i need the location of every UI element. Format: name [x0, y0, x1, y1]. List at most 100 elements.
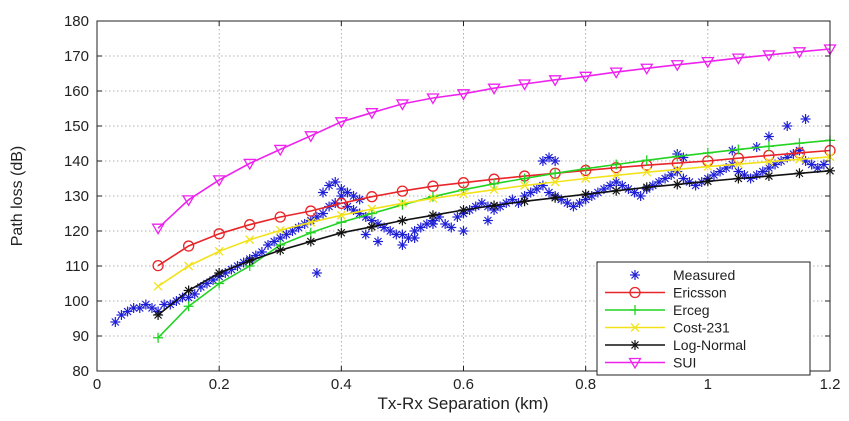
point-cost-231 — [245, 235, 255, 245]
point-measured — [256, 247, 267, 257]
point-measured — [550, 156, 561, 166]
point-measured — [452, 212, 463, 222]
point-measured — [684, 177, 695, 187]
point-sui — [670, 60, 684, 72]
point-log-normal — [733, 173, 744, 184]
point-ericsson — [152, 259, 164, 272]
point-erceg — [305, 227, 316, 238]
point-cost-231 — [428, 193, 438, 203]
point-measured — [397, 240, 408, 250]
point-cost-231 — [520, 181, 530, 190]
legend-label-cost-231: Cost-231 — [673, 320, 730, 336]
y-tick-label: 80 — [72, 363, 89, 380]
point-log-normal — [550, 192, 561, 203]
point-measured — [782, 121, 793, 131]
point-log-normal — [214, 268, 225, 278]
point-measured — [812, 163, 823, 173]
point-cost-231 — [764, 157, 774, 167]
point-log-normal — [244, 255, 255, 266]
y-tick-label: 100 — [64, 293, 89, 310]
point-measured — [116, 310, 127, 320]
point-sui — [517, 79, 532, 91]
point-cost-231 — [672, 164, 682, 174]
point-log-normal — [489, 200, 500, 211]
point-erceg — [336, 217, 347, 228]
point-ericsson — [305, 205, 317, 217]
point-log-normal — [153, 310, 164, 320]
point-erceg — [427, 191, 438, 202]
point-sui — [243, 158, 257, 171]
point-cost-231 — [489, 185, 499, 195]
point-erceg — [611, 159, 622, 170]
point-measured — [318, 208, 329, 219]
point-measured — [427, 219, 438, 229]
point-sui — [640, 63, 654, 76]
point-sui — [487, 83, 501, 95]
point-log-normal — [183, 285, 194, 296]
point-sui — [792, 47, 807, 59]
x-tick-label: 0.8 — [575, 376, 596, 393]
point-ericsson — [396, 185, 409, 197]
series-group — [110, 44, 837, 343]
point-ericsson — [366, 191, 378, 203]
point-measured — [763, 131, 774, 142]
point-ericsson — [427, 180, 439, 192]
y-tick-label: 160 — [64, 83, 89, 100]
point-measured — [360, 229, 371, 240]
point-ericsson — [213, 228, 225, 240]
point-measured — [537, 156, 548, 166]
point-measured — [482, 215, 493, 226]
legend-label-erceg: Erceg — [673, 302, 710, 318]
point-measured — [110, 317, 121, 327]
legend-label-sui: SUI — [673, 355, 696, 371]
point-log-normal — [580, 189, 591, 200]
point-log-normal — [519, 196, 530, 207]
point-log-normal — [275, 245, 286, 256]
point-sui — [273, 144, 287, 157]
point-measured — [311, 268, 322, 278]
point-measured — [342, 201, 353, 212]
y-tick-label: 120 — [64, 223, 89, 240]
legend-label-measured: Measured — [673, 267, 735, 283]
y-tick-label: 130 — [64, 188, 89, 205]
point-sui — [304, 131, 318, 143]
point-erceg — [519, 173, 530, 184]
x-tick-label: 0.2 — [209, 376, 230, 393]
point-measured — [605, 180, 616, 191]
point-sui — [365, 108, 379, 120]
point-erceg — [183, 301, 194, 312]
legend-marker-sui — [628, 357, 642, 370]
point-log-normal — [366, 221, 377, 232]
point-log-normal — [336, 227, 347, 238]
point-log-normal — [794, 168, 805, 179]
point-sui — [548, 75, 562, 87]
axes — [96, 20, 831, 372]
point-cost-231 — [397, 198, 407, 208]
point-measured — [385, 226, 396, 236]
point-sui — [426, 93, 440, 105]
point-sui — [762, 50, 776, 62]
point-erceg — [733, 144, 744, 155]
point-measured — [409, 226, 420, 236]
y-tick-label: 180 — [64, 13, 89, 30]
point-cost-231 — [459, 189, 468, 199]
point-measured — [409, 233, 420, 243]
point-ericsson — [182, 240, 195, 252]
y-tick-label: 170 — [64, 48, 89, 65]
point-erceg — [550, 168, 561, 179]
x-tick-label: 1 — [704, 376, 712, 393]
point-measured — [458, 226, 469, 236]
series-cost-231 — [153, 152, 835, 291]
y-tick-label: 90 — [72, 328, 89, 345]
point-erceg — [397, 199, 408, 210]
point-log-normal — [641, 182, 652, 193]
point-measured — [177, 292, 188, 303]
point-cost-231 — [214, 246, 224, 256]
point-measured — [440, 219, 451, 229]
legend-marker-cost-231 — [630, 323, 640, 332]
point-erceg — [702, 147, 713, 158]
point-measured — [666, 170, 677, 180]
